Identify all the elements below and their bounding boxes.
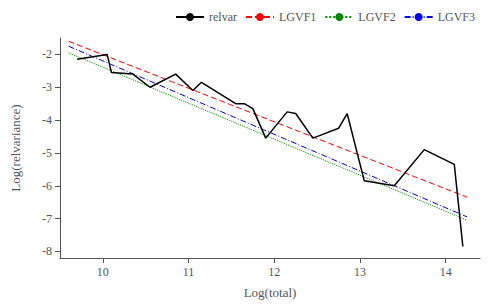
svg-text:Log(total): Log(total) [244, 285, 297, 300]
svg-text:LGVF3: LGVF3 [438, 10, 475, 24]
svg-text:LGVF2: LGVF2 [358, 10, 395, 24]
svg-text:-4: -4 [42, 113, 52, 127]
svg-text:12: 12 [268, 265, 280, 279]
svg-text:Log(relvariance): Log(relvariance) [8, 104, 23, 191]
svg-text:-2: -2 [42, 47, 52, 61]
svg-text:14: 14 [440, 265, 452, 279]
svg-text:LGVF1: LGVF1 [279, 10, 316, 24]
svg-text:13: 13 [354, 265, 366, 279]
svg-text:-6: -6 [42, 179, 52, 193]
svg-text:11: 11 [183, 265, 195, 279]
svg-text:relvar: relvar [209, 10, 237, 24]
svg-text:10: 10 [97, 265, 109, 279]
svg-text:-5: -5 [42, 146, 52, 160]
svg-text:-7: -7 [42, 212, 52, 226]
svg-text:-3: -3 [42, 80, 52, 94]
svg-text:-8: -8 [42, 244, 52, 258]
